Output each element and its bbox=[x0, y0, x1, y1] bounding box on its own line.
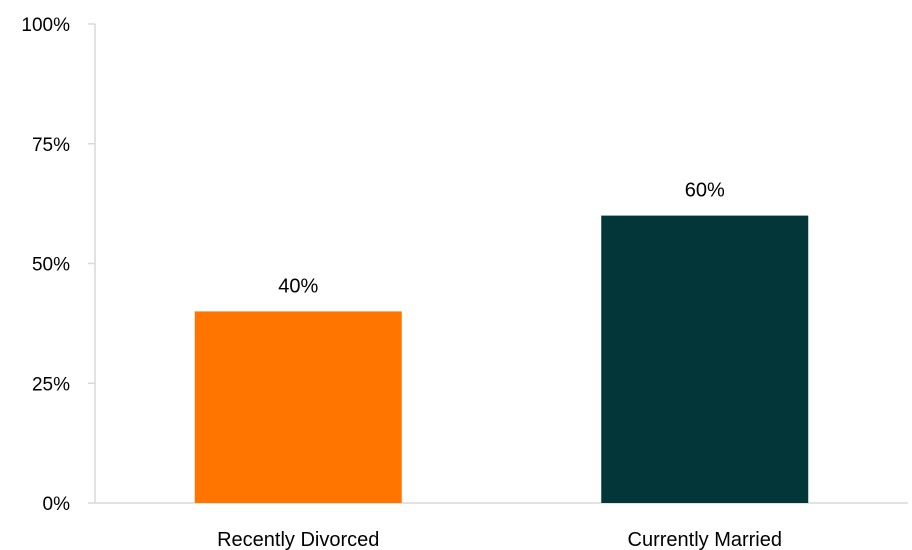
y-tick-label: 25% bbox=[32, 374, 70, 395]
category-label: Recently Divorced bbox=[217, 529, 379, 550]
bar bbox=[194, 311, 402, 503]
category-labels: Recently Divorced Currently Married bbox=[217, 529, 782, 550]
data-label: 60% bbox=[685, 180, 725, 202]
category-label: Currently Married bbox=[628, 529, 782, 550]
bars bbox=[194, 215, 809, 503]
y-tick-label: 50% bbox=[32, 255, 70, 276]
data-label: 40% bbox=[278, 275, 318, 297]
bar bbox=[601, 215, 809, 503]
y-tick-label: 0% bbox=[43, 494, 71, 515]
y-tick-label: 100% bbox=[21, 15, 70, 36]
y-tick-label: 75% bbox=[32, 135, 70, 156]
data-labels: 40% 60% bbox=[278, 180, 725, 298]
y-axis: 0% 25% 50% 75% 100% bbox=[21, 15, 96, 515]
